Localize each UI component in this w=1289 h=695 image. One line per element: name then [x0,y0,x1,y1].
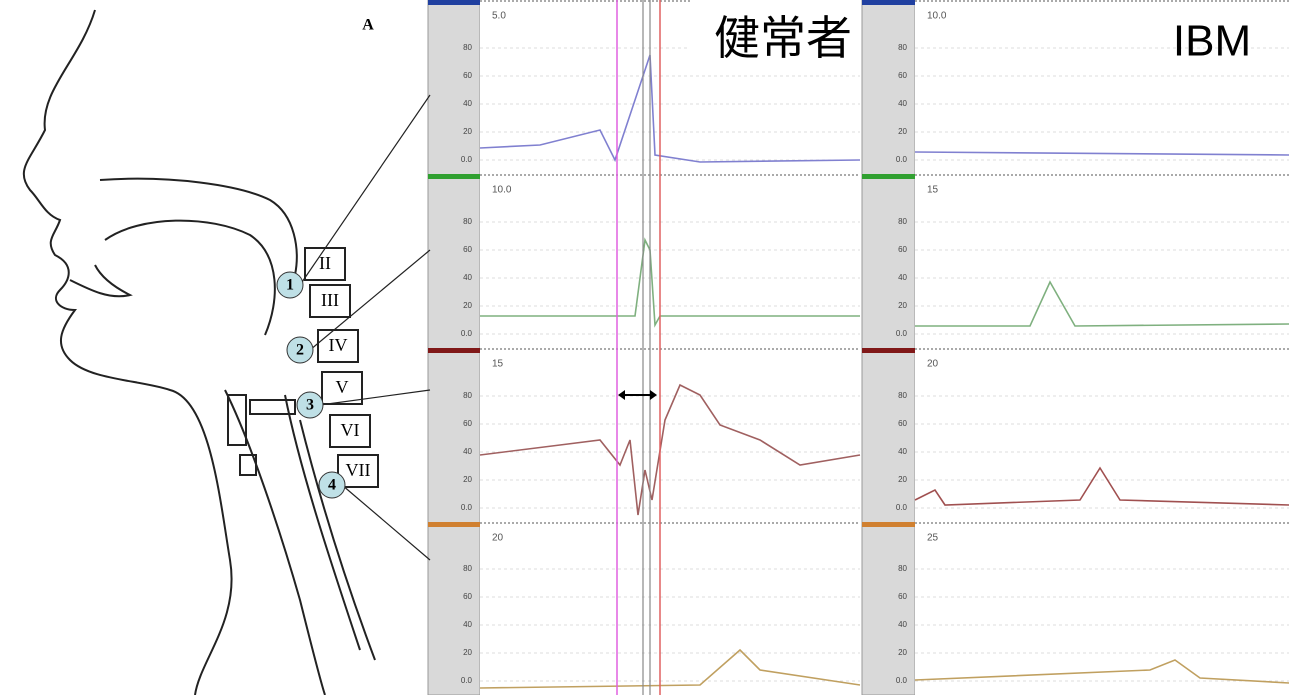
pressure-trace [915,280,1289,327]
pressure-trace [914,151,1289,156]
channel-scale: 10.0 [492,185,512,196]
figure-label: A [362,17,374,34]
vertebra-label: VI [341,420,360,440]
y-tick-label: 40 [898,447,907,456]
y-tick-label: 40 [898,273,907,282]
title-box [690,0,860,70]
pressure-trace [479,383,861,516]
grid: 5.0 80 60 40 20 0.0 10.0 80 60 40 20 0.0 15 80 60 40 20 0… [428,0,1289,685]
y-tick-label: 0.0 [461,503,473,512]
y-tick-label: 80 [898,217,907,226]
sensor-lead [341,484,431,561]
y-tick-label: 60 [898,245,907,254]
pressure-traces [479,54,1289,689]
channel-scale: 25 [927,533,939,544]
y-tick-label: 20 [463,127,472,136]
channel-color-bar [862,522,915,527]
vertebra [309,284,351,318]
panel-title: IBM [1173,17,1251,66]
vertebra-label: III [321,290,339,310]
y-tick-label: 0.0 [896,503,908,512]
channel-color-bar [428,0,480,5]
y-tick-label: 40 [463,447,472,456]
y-tick-label: 20 [898,648,907,657]
y-tick-label: 40 [898,620,907,629]
y-tick-label: 80 [463,391,472,400]
vertebra-label: IV [329,335,348,355]
pressure-trace [479,54,861,163]
sensor [296,391,324,419]
vertebra [304,247,346,281]
vertebra-label: V [336,377,349,397]
y-tick-label: 20 [898,301,907,310]
y-tick-label: 20 [463,648,472,657]
y-tick-label: 0.0 [896,676,908,685]
sensor [318,471,346,499]
sensor-lead [319,389,431,406]
pressure-trace [479,648,861,689]
vertebra [329,414,371,448]
channel-color-bar [428,174,480,179]
y-tick-label: 60 [898,71,907,80]
y-tick-label: 80 [898,391,907,400]
y-tick-label: 20 [463,301,472,310]
channel-color-bar [862,174,915,179]
vertebra-label: II [319,253,331,273]
sensor-lead [309,249,431,351]
y-tick-label: 60 [898,592,907,601]
sensor-label: 3 [306,397,314,414]
y-tick-label: 80 [898,564,907,573]
panel-2-frame [861,0,1289,695]
sensor-label: 2 [296,342,304,359]
sensor-lead [299,94,431,286]
panel-1-frame [427,0,860,695]
y-tick-label: 80 [898,43,907,52]
channel-scale: 20 [492,533,504,544]
y-tick-label: 20 [898,127,907,136]
y-tick-label: 0.0 [461,329,473,338]
vertebra [317,329,359,363]
channel-color-bar [862,0,915,5]
vertebra-label: VII [346,460,371,480]
y-tick-label: 0.0 [896,329,908,338]
y-tick-label: 0.0 [896,155,908,164]
y-tick-label: 40 [898,99,907,108]
y-tick-label: 80 [463,217,472,226]
sensor [276,271,304,299]
channel-scale: 15 [927,185,939,196]
y-tick-label: 80 [463,564,472,573]
y-tick-label: 60 [463,245,472,254]
y-tick-label: 0.0 [461,155,473,164]
channel-scale: 10.0 [927,11,947,22]
y-tick-label: 20 [463,475,472,484]
channel-color-bar [428,348,480,353]
channel-scale: 5.0 [492,11,506,22]
anatomy-drawing [22,9,376,695]
y-tick-label: 20 [898,475,907,484]
channel-color-bar [428,522,480,527]
y-tick-label: 40 [463,273,472,282]
panel-title: 健常者 [714,12,852,64]
vertebra [337,454,379,488]
y-tick-label: 60 [463,592,472,601]
channel-scale: 20 [927,359,939,370]
markers [616,0,661,695]
y-tick-label: 0.0 [461,676,473,685]
y-tick-label: 60 [898,419,907,428]
sensor-label: 1 [286,277,294,294]
sensor-label: 4 [328,477,336,494]
channel-color-bar [862,348,915,353]
y-tick-label: 40 [463,620,472,629]
y-tick-label: 60 [463,71,472,80]
pressure-trace [914,466,1289,506]
sensor [286,336,314,364]
vertebra [321,371,363,405]
y-tick-label: 80 [463,43,472,52]
y-tick-label: 60 [463,419,472,428]
y-tick-label: 40 [463,99,472,108]
channel-scale: 15 [492,359,504,370]
pressure-trace [914,659,1289,684]
